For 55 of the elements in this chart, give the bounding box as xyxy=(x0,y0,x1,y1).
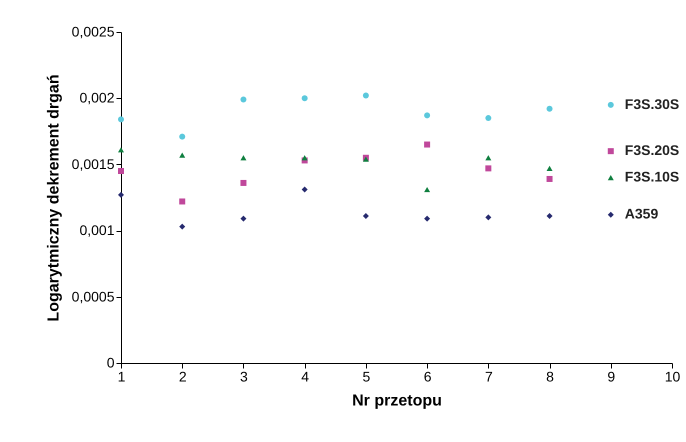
point xyxy=(302,155,308,160)
point xyxy=(485,115,492,122)
series-label: F3S.20S xyxy=(624,142,680,158)
point xyxy=(179,224,186,230)
x-tick-label: 5 xyxy=(362,368,370,384)
point xyxy=(179,152,186,158)
series-label: F3S.30S xyxy=(624,96,680,112)
point xyxy=(424,142,430,148)
point xyxy=(608,102,614,108)
x-tick-label: 9 xyxy=(607,368,616,384)
point xyxy=(118,116,124,122)
point xyxy=(424,216,430,222)
point xyxy=(118,168,124,174)
x-axis-title: Nr przetopu xyxy=(352,392,442,410)
point xyxy=(608,175,614,180)
point xyxy=(240,216,246,222)
point xyxy=(608,148,614,154)
point xyxy=(240,155,246,160)
point xyxy=(240,180,246,186)
y-tick-label: 0,001 xyxy=(79,222,115,238)
point xyxy=(485,214,492,220)
point xyxy=(302,95,308,102)
point xyxy=(608,212,614,218)
point xyxy=(362,213,369,220)
x-tick-label: 10 xyxy=(664,368,680,384)
point xyxy=(546,106,553,112)
point xyxy=(362,92,369,99)
point xyxy=(546,176,553,182)
point xyxy=(546,213,553,220)
x-tick-label: 2 xyxy=(178,368,187,384)
series-label: F3S.10S xyxy=(624,168,680,185)
x-tick-label: 1 xyxy=(118,368,126,384)
point xyxy=(118,147,124,152)
point xyxy=(302,186,308,193)
y-tick-label: 0,0015 xyxy=(72,156,115,172)
point xyxy=(485,165,492,172)
point xyxy=(424,112,430,118)
x-tick-label: 7 xyxy=(484,368,493,384)
point xyxy=(118,192,124,198)
point xyxy=(179,134,186,140)
point xyxy=(240,96,246,103)
y-tick-label: 0,002 xyxy=(79,90,115,106)
x-tick-label: 8 xyxy=(546,368,554,384)
x-tick-label: 6 xyxy=(424,368,432,384)
y-tick-label: 0,0025 xyxy=(72,24,115,40)
y-tick-label: 0 xyxy=(106,354,115,370)
point xyxy=(424,186,430,192)
point xyxy=(546,166,553,171)
y-tick-label: 0,0005 xyxy=(72,288,115,304)
point xyxy=(179,198,186,204)
y-axis-title: Logarytmiczny dekrement drgań xyxy=(46,74,63,322)
point xyxy=(485,155,492,160)
x-tick-label: 4 xyxy=(301,368,310,384)
series-label: A359 xyxy=(624,206,658,222)
x-tick-label: 3 xyxy=(240,368,248,384)
